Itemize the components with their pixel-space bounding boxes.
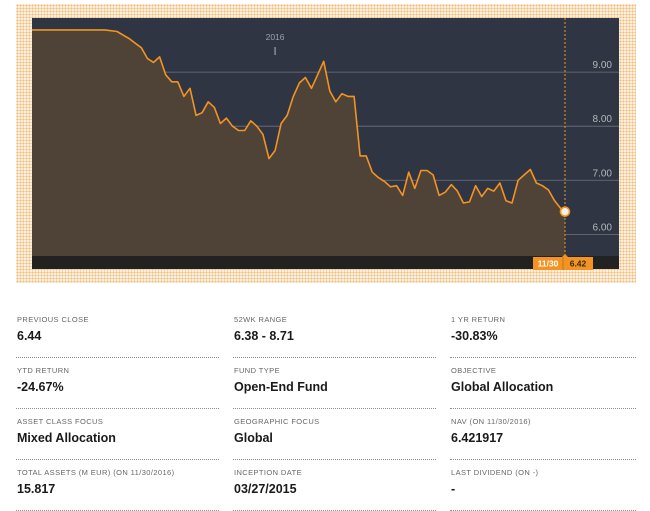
stat-label: INCEPTION DATE xyxy=(234,468,302,477)
stat-label: OBJECTIVE xyxy=(451,366,497,375)
last-point-marker xyxy=(559,206,571,217)
stat-asset-class-focus: ASSET CLASS FOCUS Mixed Allocation xyxy=(16,409,219,460)
stat-value: 6.421917 xyxy=(451,431,504,445)
x-tick-label: 2016 xyxy=(266,32,285,42)
stat-label: 52WK RANGE xyxy=(234,315,288,324)
stat-value: - xyxy=(451,482,456,496)
stat-value: -24.67% xyxy=(17,380,64,394)
stat-total-assets: TOTAL ASSETS (M EUR) (ON 11/30/2016) 15.… xyxy=(16,460,219,511)
stat-label: FUND TYPE xyxy=(234,366,280,375)
fund-stats-grid: PREVIOUS CLOSE 6.44 52WK RANGE 6.38 - 8.… xyxy=(16,307,636,511)
stat-label: TOTAL ASSETS (M EUR) (ON 11/30/2016) xyxy=(17,468,175,477)
stat-value: 6.44 xyxy=(17,329,42,343)
badge-value-label: 6.42 xyxy=(570,259,587,269)
stat-label: YTD RETURN xyxy=(17,366,70,375)
stat-52wk-range: 52WK RANGE 6.38 - 8.71 xyxy=(233,307,436,358)
series-area xyxy=(32,29,565,257)
y-tick-label: 9.00 xyxy=(593,60,613,71)
stat-value: -30.83% xyxy=(451,329,498,343)
stat-geographic-focus: GEOGRAPHIC FOCUS Global xyxy=(233,409,436,460)
y-tick-label: 7.00 xyxy=(593,168,613,179)
stat-value: Open-End Fund xyxy=(234,380,328,394)
badge-date-label: 11/30 xyxy=(538,259,559,269)
y-tick-label: 8.00 xyxy=(593,114,613,125)
badge-pointer xyxy=(562,254,568,257)
stat-fund-type: FUND TYPE Open-End Fund xyxy=(233,358,436,409)
stat-value: 03/27/2015 xyxy=(234,482,297,496)
stat-last-dividend: LAST DIVIDEND (ON -) - xyxy=(450,460,636,511)
stat-objective: OBJECTIVE Global Allocation xyxy=(450,358,636,409)
x-axis-strip xyxy=(32,256,619,269)
stat-ytd-return: YTD RETURN -24.67% xyxy=(16,358,219,409)
stat-label: NAV (ON 11/30/2016) xyxy=(451,417,531,426)
stat-value: Global xyxy=(234,431,273,445)
stat-nav: NAV (ON 11/30/2016) 6.421917 xyxy=(450,409,636,460)
y-tick-label: 6.00 xyxy=(593,222,613,233)
stat-value: 6.38 - 8.71 xyxy=(234,329,294,343)
stat-label: GEOGRAPHIC FOCUS xyxy=(234,417,320,426)
stat-label: 1 YR RETURN xyxy=(451,315,506,324)
stat-label: LAST DIVIDEND (ON -) xyxy=(451,468,539,477)
stat-value: Global Allocation xyxy=(451,380,554,394)
stat-value: Mixed Allocation xyxy=(17,431,116,445)
stat-previous-close: PREVIOUS CLOSE 6.44 xyxy=(16,307,219,358)
chart-panel: 6.00 7.00 8.00 9.00 2016 11/30 6.42 xyxy=(16,4,636,283)
stat-inception-date: INCEPTION DATE 03/27/2015 xyxy=(233,460,436,511)
series-line xyxy=(32,29,566,213)
price-chart[interactable]: 6.00 7.00 8.00 9.00 2016 11/30 6.42 xyxy=(16,4,636,283)
stat-1yr-return: 1 YR RETURN -30.83% xyxy=(450,307,636,358)
stat-label: ASSET CLASS FOCUS xyxy=(17,417,104,426)
stat-label: PREVIOUS CLOSE xyxy=(17,315,89,324)
stat-value: 15.817 xyxy=(17,482,56,496)
